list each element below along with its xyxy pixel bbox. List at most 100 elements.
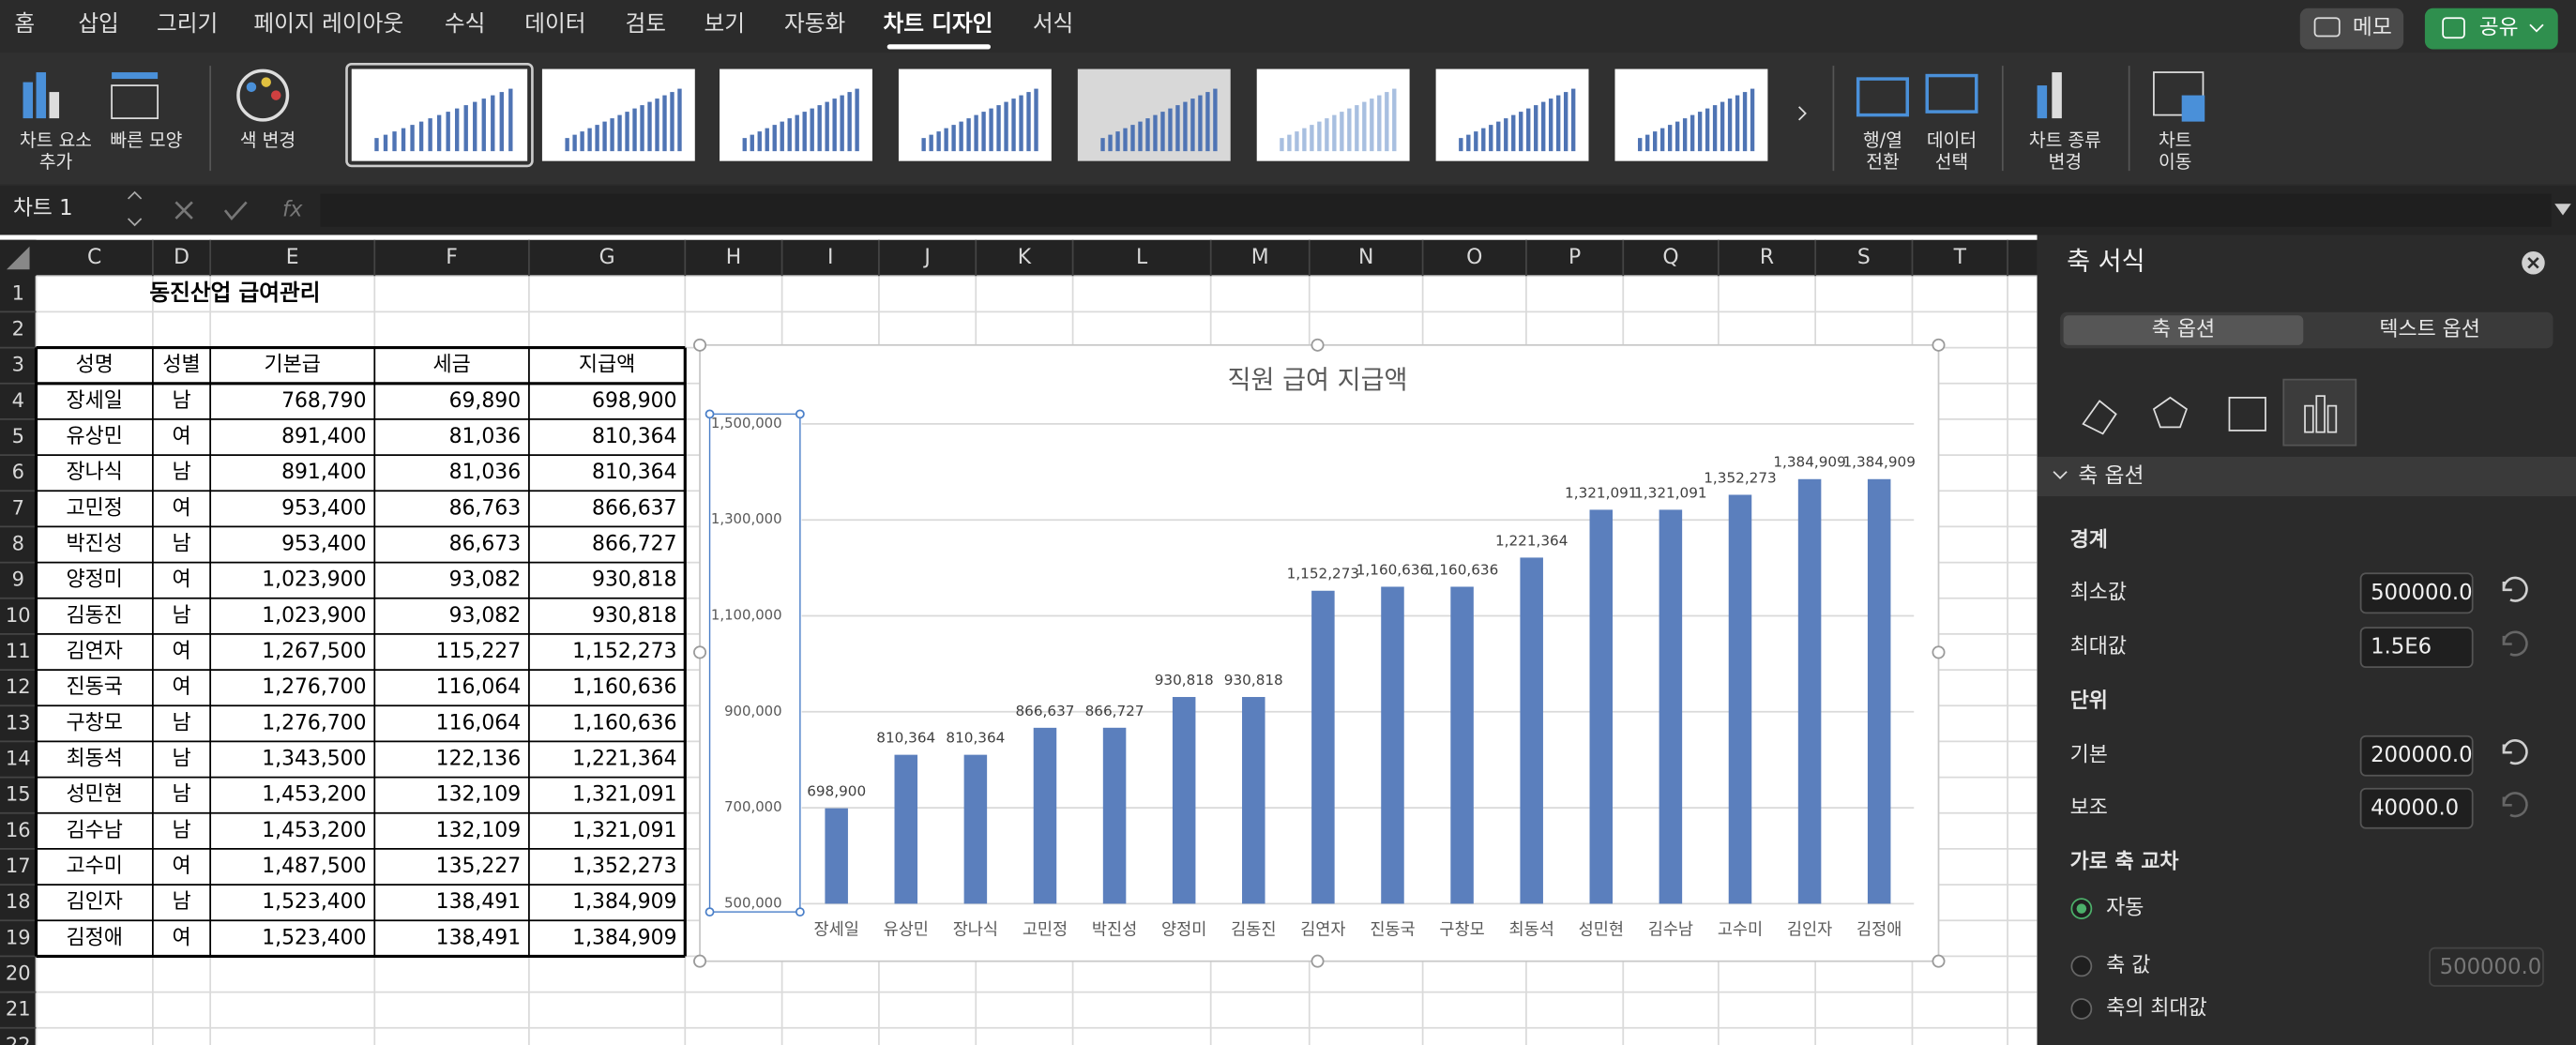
table-cell[interactable]: 116,064 — [436, 711, 521, 735]
table-cell[interactable]: 115,227 — [436, 640, 521, 663]
radio-label[interactable]: 자동 — [2106, 897, 2144, 920]
bar[interactable] — [1242, 697, 1265, 904]
table-cell[interactable]: 953,400 — [281, 533, 366, 556]
table-cell[interactable]: 남 — [172, 711, 190, 735]
bar[interactable] — [1797, 478, 1822, 904]
chart-handle[interactable] — [1932, 645, 1946, 659]
table-header[interactable]: 성명 — [76, 354, 114, 377]
column-header[interactable]: N — [1358, 246, 1373, 269]
table-cell[interactable]: 고수미 — [67, 855, 123, 878]
chart-style-thumbnail[interactable] — [898, 68, 1052, 161]
memo-label[interactable]: 메모 — [2353, 15, 2392, 39]
row-header[interactable]: 14 — [6, 747, 31, 770]
table-cell[interactable]: 1,023,900 — [262, 568, 366, 592]
row-header[interactable]: 9 — [12, 568, 24, 591]
table-cell[interactable]: 116,064 — [436, 675, 521, 699]
table-cell[interactable]: 86,763 — [449, 496, 522, 520]
chart[interactable]: 직원 급여 지급액 500,000 700,000 900,000 1,100,000 1… — [693, 338, 1946, 968]
table-cell[interactable]: 81,036 — [449, 461, 522, 484]
radio-label[interactable]: 축의 최대값 — [2106, 996, 2207, 1020]
section-bar[interactable] — [2037, 456, 2576, 496]
menu-tab[interactable]: 수식 — [445, 10, 485, 37]
table-cell[interactable]: 138,491 — [436, 890, 521, 914]
radio[interactable] — [2070, 955, 2093, 977]
row-header[interactable]: 19 — [6, 925, 31, 948]
row-header[interactable]: 18 — [6, 889, 31, 913]
table-cell[interactable]: 866,637 — [592, 496, 676, 520]
ribbon-button-label[interactable]: 변경 — [2049, 151, 2082, 173]
formula-input[interactable] — [320, 193, 2552, 227]
row-header[interactable]: 13 — [6, 710, 31, 734]
menu-tab[interactable]: 자동화 — [784, 10, 845, 37]
table-cell[interactable]: 장세일 — [67, 389, 123, 413]
table-cell[interactable]: 1,384,909 — [572, 890, 676, 914]
field-input[interactable] — [2359, 787, 2474, 829]
radio-label[interactable]: 축 값 — [2106, 954, 2150, 977]
menu-tab[interactable]: 그리기 — [157, 10, 218, 37]
row-header[interactable]: 7 — [12, 495, 24, 519]
chart-handle[interactable] — [693, 338, 707, 352]
crosses-value[interactable]: 500000.0 — [2440, 955, 2542, 979]
icon-effects[interactable] — [2152, 396, 2189, 429]
table-header[interactable]: 세금 — [432, 354, 470, 377]
ribbon-button-label[interactable]: 차트 — [2159, 129, 2191, 151]
column-header[interactable]: S — [1857, 246, 1871, 269]
table-cell[interactable]: 남 — [172, 783, 190, 807]
chart-style-thumbnail[interactable] — [1614, 68, 1768, 161]
row-header[interactable]: 16 — [6, 818, 31, 841]
table-cell[interactable]: 유상민 — [67, 425, 123, 448]
table-cell[interactable]: 남 — [172, 604, 190, 628]
table-cell[interactable]: 1,352,273 — [572, 855, 676, 878]
chart-style-thumbnail[interactable] — [1256, 68, 1410, 161]
column-header[interactable]: L — [1136, 246, 1148, 269]
table-cell[interactable]: 1,160,636 — [572, 675, 676, 699]
bar[interactable] — [1102, 727, 1127, 904]
table-cell[interactable]: 1,152,273 — [572, 640, 676, 663]
chart-style-thumbnail[interactable] — [720, 68, 872, 161]
table-cell[interactable]: 1,276,700 — [262, 675, 366, 699]
ribbon-button-label[interactable]: 추가 — [39, 151, 73, 173]
table-cell[interactable]: 135,227 — [436, 855, 521, 878]
table-cell[interactable]: 최동석 — [67, 748, 123, 771]
row-header[interactable]: 22 — [6, 1033, 31, 1045]
table-cell[interactable]: 1,321,091 — [572, 783, 676, 807]
menu-tab[interactable]: 삽입 — [78, 10, 118, 37]
table-cell[interactable]: 69,890 — [449, 389, 522, 413]
table-cell[interactable]: 86,673 — [449, 533, 522, 556]
table-cell[interactable]: 891,400 — [281, 461, 366, 484]
column-header[interactable]: J — [922, 246, 930, 269]
y-axis-selection[interactable] — [708, 413, 801, 913]
column-header[interactable]: K — [1018, 246, 1032, 269]
column-header[interactable]: I — [827, 246, 833, 269]
field-input[interactable] — [2359, 627, 2474, 669]
chart-style-thumbnail[interactable] — [1077, 68, 1231, 161]
row-header[interactable]: 15 — [6, 782, 31, 806]
ribbon-button-label[interactable]: 차트 요소 — [20, 129, 92, 151]
table-cell[interactable]: 1,384,909 — [572, 926, 676, 949]
spinner[interactable] — [127, 190, 143, 227]
bar[interactable] — [1659, 509, 1683, 904]
more-arrow[interactable] — [1798, 106, 1807, 121]
field-value[interactable]: 200000.0 — [2371, 743, 2473, 767]
bar[interactable] — [1381, 586, 1404, 904]
fx-label[interactable]: fx — [282, 198, 303, 222]
table-cell[interactable]: 남 — [172, 819, 190, 842]
bar[interactable] — [894, 754, 918, 904]
ribbon-button-label[interactable]: 선택 — [1935, 151, 1968, 173]
table-cell[interactable]: 810,364 — [592, 425, 676, 448]
table-cell[interactable]: 930,818 — [592, 568, 676, 592]
bar[interactable] — [1450, 586, 1474, 904]
table-cell[interactable]: 여 — [172, 640, 190, 663]
column-header[interactable]: E — [286, 246, 299, 269]
icon-axis-bar[interactable] — [2326, 404, 2338, 433]
table-cell[interactable]: 박진성 — [67, 533, 123, 556]
field-input[interactable] — [2359, 572, 2474, 614]
table-cell[interactable]: 810,364 — [592, 461, 676, 484]
share-label[interactable]: 공유 — [2479, 15, 2519, 39]
bar[interactable] — [1520, 557, 1543, 904]
table-cell[interactable]: 81,036 — [449, 425, 522, 448]
icon-fill[interactable] — [2082, 400, 2117, 435]
menu-tab[interactable]: 차트 디자인 — [884, 10, 993, 37]
cancel-icon[interactable] — [174, 201, 193, 220]
table-cell[interactable]: 1,221,364 — [572, 748, 676, 771]
